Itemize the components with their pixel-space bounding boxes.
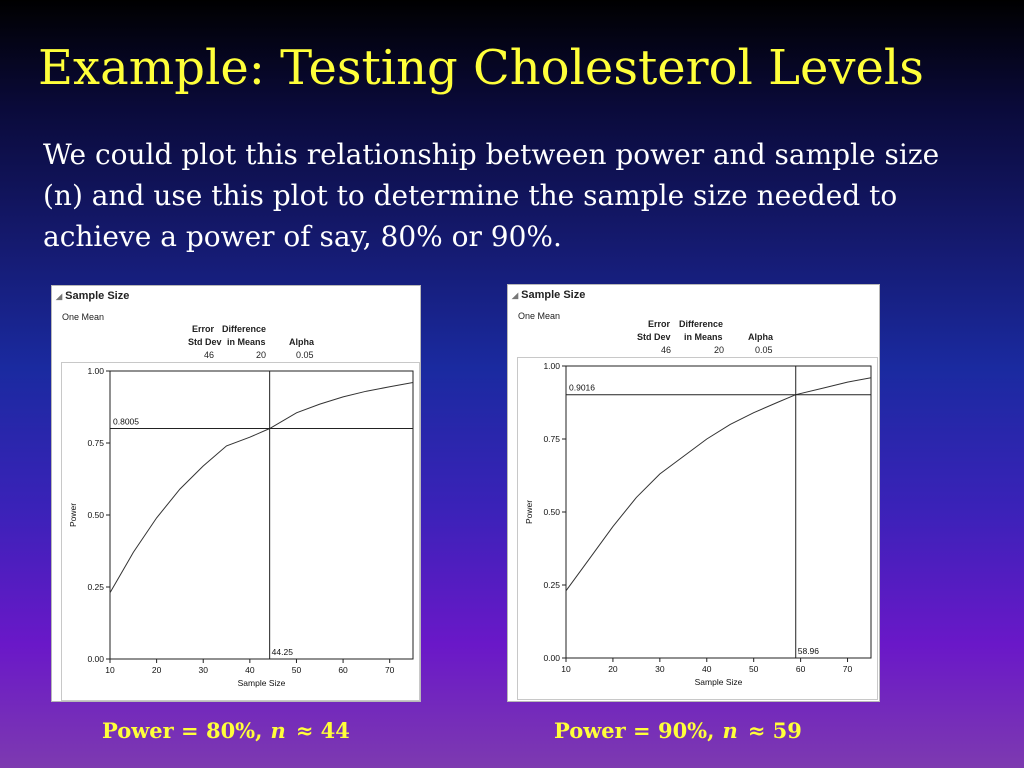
caption-approx: ≈ 44 [295, 718, 350, 743]
alpha-value: 0.05 [296, 350, 314, 360]
disclosure-triangle-icon[interactable]: ◢ [512, 291, 519, 300]
caption-power-80: Power = 80%, n ≈ 44 [102, 718, 350, 743]
x-axis-label: Sample Size [238, 678, 286, 688]
y-tick-label: 0.25 [87, 582, 104, 592]
error-std-dev-value: 46 [661, 345, 672, 355]
x-tick-label: 70 [843, 664, 853, 674]
parameters-table: Error Std Dev 46 Difference in Means 20 … [508, 319, 879, 359]
report-header[interactable]: ◢ Sample Size [56, 290, 129, 302]
caption-approx: ≈ 59 [747, 718, 802, 743]
caption-variable: n [722, 718, 738, 743]
y-tick-label: 0.00 [87, 654, 104, 664]
x-tick-label: 20 [608, 664, 618, 674]
x-tick-label: 60 [796, 664, 806, 674]
crosshair-sample-size-label: 58.96 [798, 646, 820, 656]
error-std-dev-value: 46 [204, 350, 215, 360]
alpha-header: Alpha [289, 337, 315, 347]
difference-header-line1: Difference [222, 324, 267, 334]
caption-power-90: Power = 90%, n ≈ 59 [554, 718, 802, 743]
report-subheader: One Mean [518, 311, 561, 321]
x-axis-label: Sample Size [695, 677, 743, 687]
power-chart-frame: 0.00 0.25 0.50 0.75 1.00 10 20 30 40 50 60 70 Sample… [517, 357, 878, 700]
plot-frame [109, 370, 414, 660]
x-tick-label: 10 [105, 665, 115, 675]
crosshair-power-label: 0.9016 [569, 383, 595, 393]
difference-header-line2: in Means [684, 332, 723, 342]
y-tick-label: 0.75 [543, 434, 560, 444]
x-tick-label: 40 [702, 664, 712, 674]
crosshair-power-label: 0.8005 [113, 416, 139, 426]
x-tick-label: 30 [198, 665, 208, 675]
y-tick-label: 0.50 [543, 507, 560, 517]
x-tick-label: 50 [292, 665, 302, 675]
x-tick-label: 10 [561, 664, 571, 674]
error-std-dev-header-line2: Std Dev [637, 332, 671, 342]
difference-header-line1: Difference [679, 319, 724, 329]
power-curve [109, 382, 414, 594]
error-std-dev-header-line2: Std Dev [188, 337, 222, 347]
y-axis-label: Power [524, 500, 534, 524]
power-chart: 0.00 0.25 0.50 0.75 1.00 10 20 30 40 50 60 70 Sample… [524, 361, 872, 687]
y-tick-label: 0.75 [87, 438, 104, 448]
y-axis-label: Power [68, 503, 78, 527]
difference-header-line2: in Means [227, 337, 266, 347]
x-tick-label: 50 [749, 664, 759, 674]
error-std-dev-header-line1: Error [648, 319, 671, 329]
report-header[interactable]: ◢ Sample Size [512, 289, 585, 301]
y-tick-label: 0.00 [543, 653, 560, 663]
crosshair-sample-size-label: 44.25 [272, 647, 294, 657]
report-header-label: Sample Size [65, 290, 130, 302]
difference-value: 20 [256, 350, 267, 360]
y-tick-label: 0.50 [87, 510, 104, 520]
report-header-label: Sample Size [521, 289, 586, 301]
power-curve [565, 377, 872, 592]
y-tick-label: 1.00 [543, 361, 560, 371]
disclosure-triangle-icon[interactable]: ◢ [56, 292, 63, 301]
plot-frame [565, 365, 872, 659]
x-tick-label: 30 [655, 664, 665, 674]
parameters-table: Error Std Dev 46 Difference in Means 20 … [52, 324, 420, 364]
x-tick-label: 20 [152, 665, 162, 675]
slide-body-text: We could plot this relationship between … [43, 138, 940, 253]
sample-size-report-90: ◢ Sample Size One Mean Error Std Dev 46 D… [507, 284, 880, 702]
sample-size-report-80: ◢ Sample Size One Mean Error Std Dev 46 D… [51, 285, 421, 702]
difference-value: 20 [714, 345, 725, 355]
power-chart: 0.00 0.25 0.50 0.75 1.00 10 20 30 40 50 60 70 Sample… [68, 366, 414, 688]
report-subheader: One Mean [62, 312, 105, 322]
caption-variable: n [270, 718, 286, 743]
alpha-header: Alpha [748, 332, 774, 342]
alpha-value: 0.05 [755, 345, 773, 355]
error-std-dev-header-line1: Error [192, 324, 215, 334]
slide-title: Example: Testing Cholesterol Levels [38, 40, 924, 96]
caption-prefix: Power = 80%, [102, 718, 263, 743]
x-tick-label: 60 [338, 665, 348, 675]
y-tick-label: 1.00 [87, 366, 104, 376]
x-tick-label: 70 [385, 665, 395, 675]
caption-prefix: Power = 90%, [554, 718, 715, 743]
power-chart-frame: 0.00 0.25 0.50 0.75 1.00 10 20 30 40 50 60 70 Sample… [61, 362, 420, 701]
y-tick-label: 0.25 [543, 580, 560, 590]
x-tick-label: 40 [245, 665, 255, 675]
